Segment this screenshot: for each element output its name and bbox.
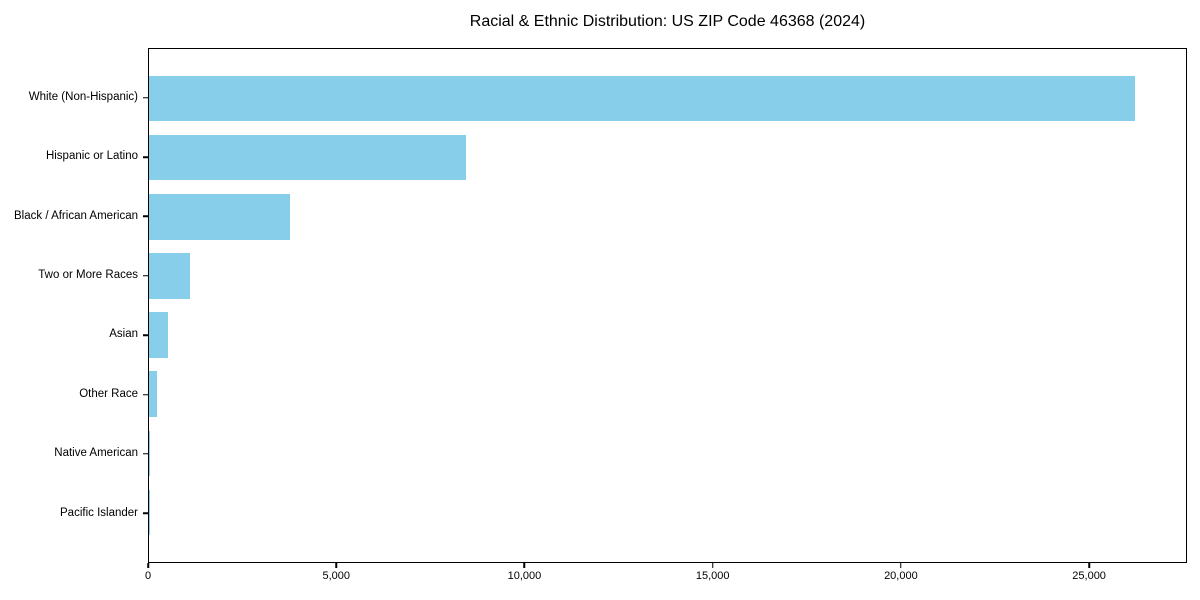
y-tick-mark [143, 453, 148, 455]
bar [149, 371, 158, 417]
y-axis-label-row: Two or More Races [0, 246, 148, 305]
bar [149, 430, 150, 477]
plot-area [148, 48, 1187, 563]
x-axis: 0 5,000 10,000 15,000 20,000 25,000 [144, 563, 1187, 595]
y-tick-mark [143, 215, 148, 218]
bar-row [149, 424, 1186, 483]
bar-row [149, 69, 1186, 128]
x-tick-mark [335, 563, 337, 568]
category-label: Two or More Races [38, 269, 138, 282]
y-axis-label-row: Other Race [0, 365, 148, 424]
x-tick-mark [147, 563, 149, 568]
category-label: White (Non-Hispanic) [28, 90, 138, 103]
y-axis-label-row: Native American [0, 424, 148, 483]
x-tick-mark [711, 563, 714, 568]
y-axis-label-row: Pacific Islander [0, 484, 148, 543]
chart-title: Racial & Ethnic Distribution: US ZIP Cod… [469, 13, 866, 30]
x-tick-label: 25,000 [1072, 570, 1106, 582]
y-tick-mark [143, 96, 148, 99]
bar [149, 194, 290, 240]
y-axis-label-row: Black / African American [0, 187, 148, 246]
x-tick-label: 10,000 [507, 570, 542, 582]
bar [149, 75, 1136, 122]
x-tick-label: 0 [144, 570, 152, 582]
bar [149, 312, 168, 358]
category-label: Black / African American [14, 209, 138, 222]
x-tick-label: 5,000 [322, 570, 350, 582]
category-label: Pacific Islander [60, 506, 138, 519]
y-axis-label-row: Hispanic or Latino [0, 127, 148, 186]
bar-row [149, 483, 1186, 542]
x-tick-mark [1088, 563, 1090, 568]
bars-area [149, 49, 1186, 562]
y-tick-mark [143, 512, 148, 515]
bar [149, 253, 190, 299]
bar [149, 134, 467, 181]
category-label: Asian [109, 328, 138, 341]
x-tick-mark [900, 563, 902, 568]
category-label: Other Race [79, 387, 138, 400]
x-tick-mark [523, 563, 526, 568]
category-label: Hispanic or Latino [45, 150, 138, 163]
bar-row [149, 306, 1186, 365]
y-tick-mark [143, 334, 148, 336]
x-tick-label: 20,000 [884, 570, 918, 582]
bar-row [149, 365, 1186, 424]
y-tick-mark [143, 275, 148, 277]
bar-row [149, 187, 1186, 246]
x-tick-label: 15,000 [695, 570, 730, 582]
y-axis-labels: White (Non-Hispanic) Hispanic or Latino Bl… [0, 48, 148, 563]
bar-row [149, 128, 1186, 187]
bar-row [149, 246, 1186, 305]
y-axis-label-row: Asian [0, 306, 148, 365]
category-label: Native American [54, 447, 138, 460]
y-axis-label-row: White (Non-Hispanic) [0, 68, 148, 127]
y-tick-mark [143, 393, 148, 396]
y-tick-mark [143, 156, 148, 158]
